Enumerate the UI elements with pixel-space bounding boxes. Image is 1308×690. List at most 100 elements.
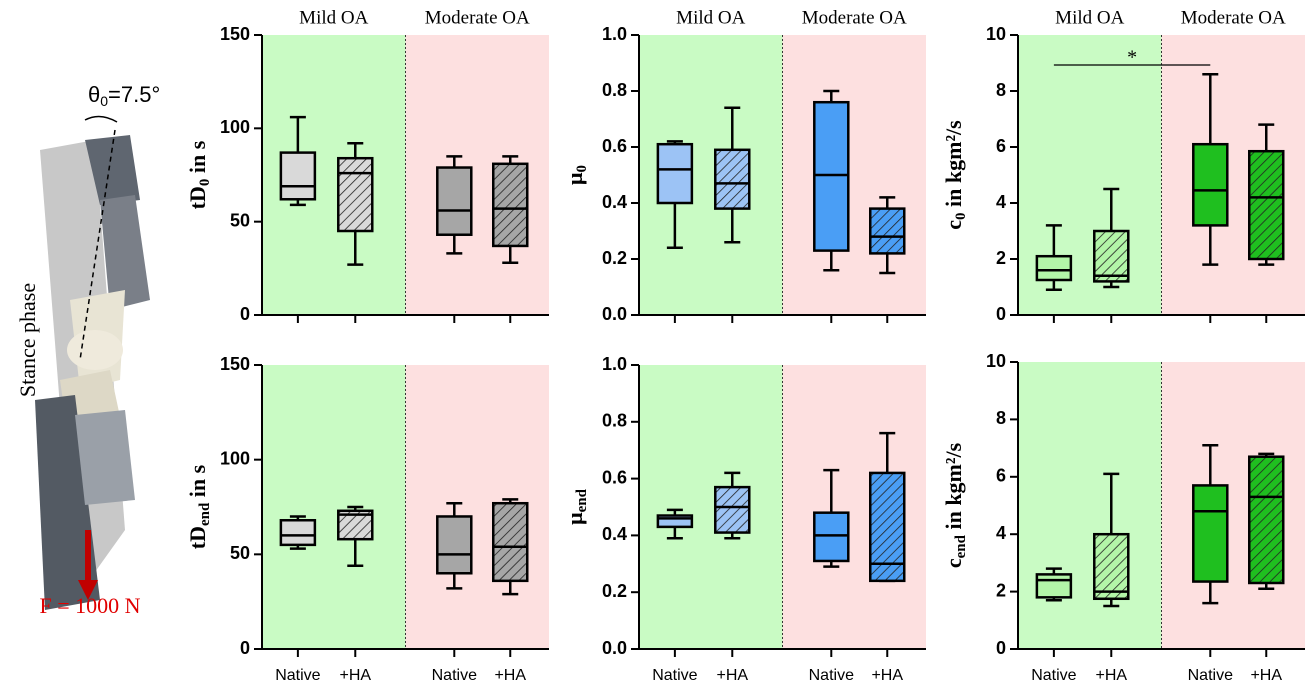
- significance-label: *: [1127, 47, 1137, 69]
- y-tick-label: 0: [240, 304, 250, 324]
- box: [281, 153, 315, 200]
- box: [1094, 231, 1128, 281]
- group-region: [783, 35, 927, 315]
- group-label: Moderate OA: [1181, 7, 1286, 28]
- group-region: [639, 365, 783, 649]
- group-label: Moderate OA: [425, 7, 530, 28]
- box: [870, 209, 904, 254]
- y-label-main: tD: [185, 526, 210, 549]
- x-tick-label: +HA: [1250, 667, 1282, 684]
- box: [1037, 574, 1071, 597]
- y-axis-label: cend in kgm²/s: [941, 442, 969, 568]
- group-label: Moderate OA: [802, 7, 907, 28]
- y-axis-label: c0 in kgm²/s: [941, 120, 969, 230]
- x-tick-label: Native: [652, 667, 697, 684]
- x-tick-label: Native: [275, 667, 320, 684]
- y-tick-label: 10: [986, 351, 1006, 371]
- y-axis-label: μ0: [562, 165, 590, 185]
- y-label-rest: in kgm²/s: [941, 120, 966, 213]
- box: [814, 102, 848, 250]
- y-tick-label: 150: [220, 354, 250, 374]
- panel: 0.0 0.2 0.4 0.6 0.8 1.0 μend Native +HA Native +HA: [562, 354, 926, 684]
- joint: [67, 330, 123, 370]
- y-tick-label: 50: [230, 210, 250, 230]
- y-label-sub: 0: [197, 179, 213, 187]
- box: [281, 520, 315, 545]
- y-tick-label: 6: [996, 466, 1006, 486]
- y-label-rest: in s: [185, 140, 210, 178]
- x-tick-label: Native: [1031, 667, 1076, 684]
- y-tick-label: 0.6: [602, 136, 627, 156]
- y-tick-label: 150: [220, 24, 250, 44]
- y-tick-label: 0: [240, 638, 250, 658]
- x-tick-label: Native: [809, 667, 854, 684]
- y-tick-label: 8: [996, 408, 1006, 428]
- y-label-main: c: [941, 558, 966, 568]
- group-label: Mild OA: [676, 7, 745, 28]
- box: [1249, 457, 1283, 583]
- figure: θ0=7.5° Stance phase F = 1000 N 05010015…: [0, 0, 1308, 690]
- y-tick-label: 2: [996, 580, 1006, 600]
- y-label-main: c: [941, 220, 966, 230]
- y-axis-label: μend: [562, 488, 590, 524]
- x-tick-label: +HA: [494, 667, 526, 684]
- x-tick-label: +HA: [716, 667, 748, 684]
- group-label: Mild OA: [1055, 7, 1124, 28]
- illustration: θ0=7.5° Stance phase F = 1000 N: [15, 82, 160, 618]
- y-label-sub: 0: [574, 165, 590, 173]
- y-axis-label: tDend in s: [185, 464, 213, 549]
- y-tick-label: 0: [996, 638, 1006, 658]
- y-label-rest: in kgm²/s: [941, 442, 966, 535]
- clamp-bottom: [75, 410, 135, 505]
- x-tick-label: +HA: [871, 667, 903, 684]
- y-label-main: μ: [562, 512, 587, 525]
- y-tick-label: 0.2: [602, 248, 627, 268]
- box: [715, 150, 749, 209]
- box: [1094, 534, 1128, 599]
- y-label-sub: end: [953, 534, 969, 558]
- y-tick-label: 1.0: [602, 354, 627, 374]
- y-tick-label: 0: [996, 304, 1006, 324]
- box: [814, 513, 848, 561]
- group-region: [1018, 362, 1162, 649]
- y-label-main: tD: [185, 186, 210, 209]
- y-tick-label: 100: [220, 117, 250, 137]
- y-label-sub: end: [574, 488, 590, 512]
- y-tick-label: 0.0: [602, 638, 627, 658]
- y-tick-label: 4: [996, 523, 1006, 543]
- y-tick-label: 0.8: [602, 80, 627, 100]
- y-label-main: μ: [562, 172, 587, 185]
- y-tick-label: 6: [996, 136, 1006, 156]
- side-label: Stance phase: [15, 283, 40, 397]
- y-tick-label: 10: [986, 24, 1006, 44]
- box: [1037, 256, 1071, 280]
- y-tick-label: 0.2: [602, 581, 627, 601]
- y-label-rest: in s: [185, 464, 210, 502]
- y-tick-label: 0.4: [602, 524, 627, 544]
- box: [493, 503, 527, 581]
- x-tick-label: +HA: [339, 667, 371, 684]
- y-tick-label: 1.0: [602, 24, 627, 44]
- y-tick-label: 0.8: [602, 411, 627, 431]
- y-tick-label: 0.6: [602, 467, 627, 487]
- angle-label: θ0=7.5°: [88, 82, 160, 109]
- y-tick-label: 2: [996, 248, 1006, 268]
- y-axis-label: tD0 in s: [185, 140, 213, 209]
- shaft-top: [100, 195, 150, 310]
- box: [338, 158, 372, 231]
- box: [658, 144, 692, 203]
- box: [493, 164, 527, 246]
- box: [715, 487, 749, 532]
- box: [1249, 151, 1283, 259]
- y-tick-label: 8: [996, 80, 1006, 100]
- y-tick-label: 100: [220, 448, 250, 468]
- angle-arc: [85, 116, 117, 122]
- y-label-sub: end: [197, 502, 213, 526]
- y-tick-label: 0.4: [602, 192, 627, 212]
- box: [437, 516, 471, 573]
